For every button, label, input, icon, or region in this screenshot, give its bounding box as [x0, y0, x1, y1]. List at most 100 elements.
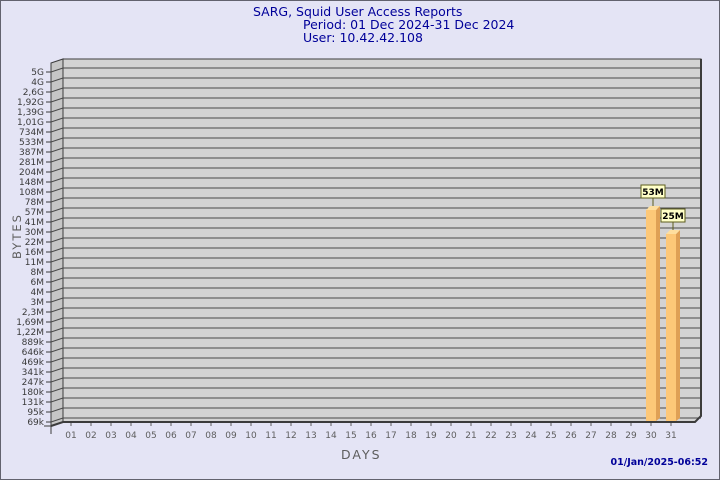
- wall-grid-line: [50, 197, 64, 203]
- y-tick-label: 469k: [22, 358, 45, 368]
- x-tick-label: 27: [585, 431, 596, 441]
- y-tick-label: 131k: [22, 398, 45, 408]
- wall-grid-line: [50, 137, 64, 143]
- wall-grid-line: [50, 287, 64, 293]
- y-tick-label: 1,22M: [16, 328, 44, 338]
- bar: [646, 210, 656, 421]
- y-tick-label: 1,69M: [16, 318, 44, 328]
- wall-grid-line: [50, 397, 64, 403]
- bar-side-face: [676, 230, 680, 421]
- wall-grid-line: [50, 417, 64, 423]
- y-tick-label: 95k: [27, 408, 44, 418]
- wall-grid-line: [50, 347, 64, 353]
- y-tick-label: 16M: [25, 248, 44, 258]
- y-tick-label: 5G: [31, 68, 44, 78]
- y-tick-label: 78M: [25, 198, 44, 208]
- x-tick-label: 16: [365, 431, 377, 441]
- y-tick-label: 69k: [27, 418, 44, 428]
- x-tick-label: 23: [505, 431, 516, 441]
- bar-value-label: 53M: [642, 188, 664, 198]
- wall-grid-line: [50, 297, 64, 303]
- x-axis-title: DAYS: [341, 447, 382, 462]
- wall-grid-line: [50, 377, 64, 383]
- y-tick-label: 533M: [19, 138, 44, 148]
- y-tick-label: 204M: [19, 168, 44, 178]
- y-tick-label: 108M: [19, 188, 44, 198]
- wall-grid-line: [50, 147, 64, 153]
- x-tick-label: 17: [385, 431, 396, 441]
- y-tick-label: 180k: [22, 388, 45, 398]
- x-tick-label: 29: [625, 431, 637, 441]
- wall-grid-line: [50, 237, 64, 243]
- y-tick-label: 30M: [25, 228, 44, 238]
- chart-title: SARG, Squid User Access Reports: [253, 4, 463, 19]
- wall-grid-line: [50, 167, 64, 173]
- y-axis-title: BYTES: [10, 213, 24, 259]
- wall-grid-line: [50, 187, 64, 193]
- x-tick-label: 21: [465, 431, 476, 441]
- x-tick-label: 03: [105, 431, 116, 441]
- chart-period: Period: 01 Dec 2024-31 Dec 2024: [303, 17, 515, 32]
- bar: [666, 234, 676, 421]
- x-tick-label: 24: [525, 431, 537, 441]
- x-tick-label: 04: [125, 431, 137, 441]
- x-tick-label: 08: [205, 431, 217, 441]
- bar-value-box: [660, 208, 686, 223]
- wall-grid-line: [50, 107, 64, 113]
- y-tick-label: 2,3M: [22, 308, 44, 318]
- y-tick-label: 247k: [22, 378, 45, 388]
- bar-top-face: [666, 230, 680, 234]
- wall-grid-line: [50, 217, 64, 223]
- y-tick-label: 57M: [25, 208, 44, 218]
- wall-grid-line: [50, 387, 64, 393]
- y-tick-label: 1,92G: [17, 98, 44, 108]
- wall-grid-line: [50, 317, 64, 323]
- wall-grid-line: [50, 247, 64, 253]
- chart-base-edge: [50, 59, 702, 427]
- generation-timestamp: 01/Jan/2025-06:52: [610, 457, 709, 468]
- x-tick-label: 15: [345, 431, 356, 441]
- x-tick-label: 19: [425, 431, 437, 441]
- y-tick-label: 889k: [22, 338, 45, 348]
- wall-grid-line: [50, 77, 64, 83]
- y-tick-label: 6M: [31, 278, 45, 288]
- y-tick-label: 734M: [19, 128, 44, 138]
- wall-grid-line: [50, 157, 64, 163]
- y-tick-label: 148M: [19, 178, 44, 188]
- wall-grid-line: [50, 257, 64, 263]
- y-tick-label: 281M: [19, 158, 44, 168]
- wall-grid-line: [50, 327, 64, 333]
- x-tick-label: 12: [285, 431, 296, 441]
- wall-grid-line: [50, 367, 64, 373]
- wall-grid-line: [50, 67, 64, 73]
- wall-grid-line: [50, 117, 64, 123]
- x-tick-label: 25: [545, 431, 556, 441]
- x-tick-label: 02: [85, 431, 96, 441]
- wall-grid-line: [50, 407, 64, 413]
- x-tick-label: 11: [265, 431, 276, 441]
- y-tick-label: 341k: [22, 368, 45, 378]
- y-tick-label: 1,01G: [17, 118, 44, 128]
- chart-user: User: 10.42.42.108: [303, 30, 423, 45]
- x-tick-label: 28: [605, 431, 617, 441]
- x-tick-label: 26: [565, 431, 577, 441]
- wall-grid-line: [50, 307, 64, 313]
- y-tick-label: 3M: [31, 298, 45, 308]
- x-tick-label: 07: [185, 431, 196, 441]
- x-tick-label: 13: [305, 431, 316, 441]
- y-tick-label: 387M: [19, 148, 44, 158]
- x-tick-label: 09: [225, 431, 237, 441]
- wall-grid-line: [50, 207, 64, 213]
- x-tick-label: 14: [325, 431, 337, 441]
- x-tick-label: 30: [645, 431, 657, 441]
- y-tick-label: 22M: [25, 238, 44, 248]
- y-tick-label: 4G: [31, 78, 44, 88]
- x-tick-label: 31: [665, 431, 676, 441]
- x-tick-label: 20: [445, 431, 457, 441]
- bar-side-face: [656, 206, 660, 421]
- y-tick-label: 4M: [31, 288, 45, 298]
- bar-value-box: [640, 184, 666, 199]
- wall-grid-line: [50, 267, 64, 273]
